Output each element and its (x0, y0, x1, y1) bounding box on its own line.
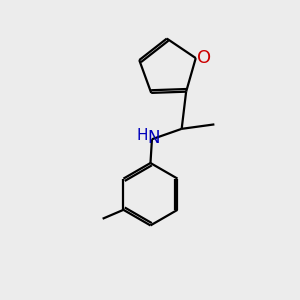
Text: O: O (197, 49, 211, 67)
Text: H: H (137, 128, 148, 143)
Text: N: N (147, 129, 160, 147)
